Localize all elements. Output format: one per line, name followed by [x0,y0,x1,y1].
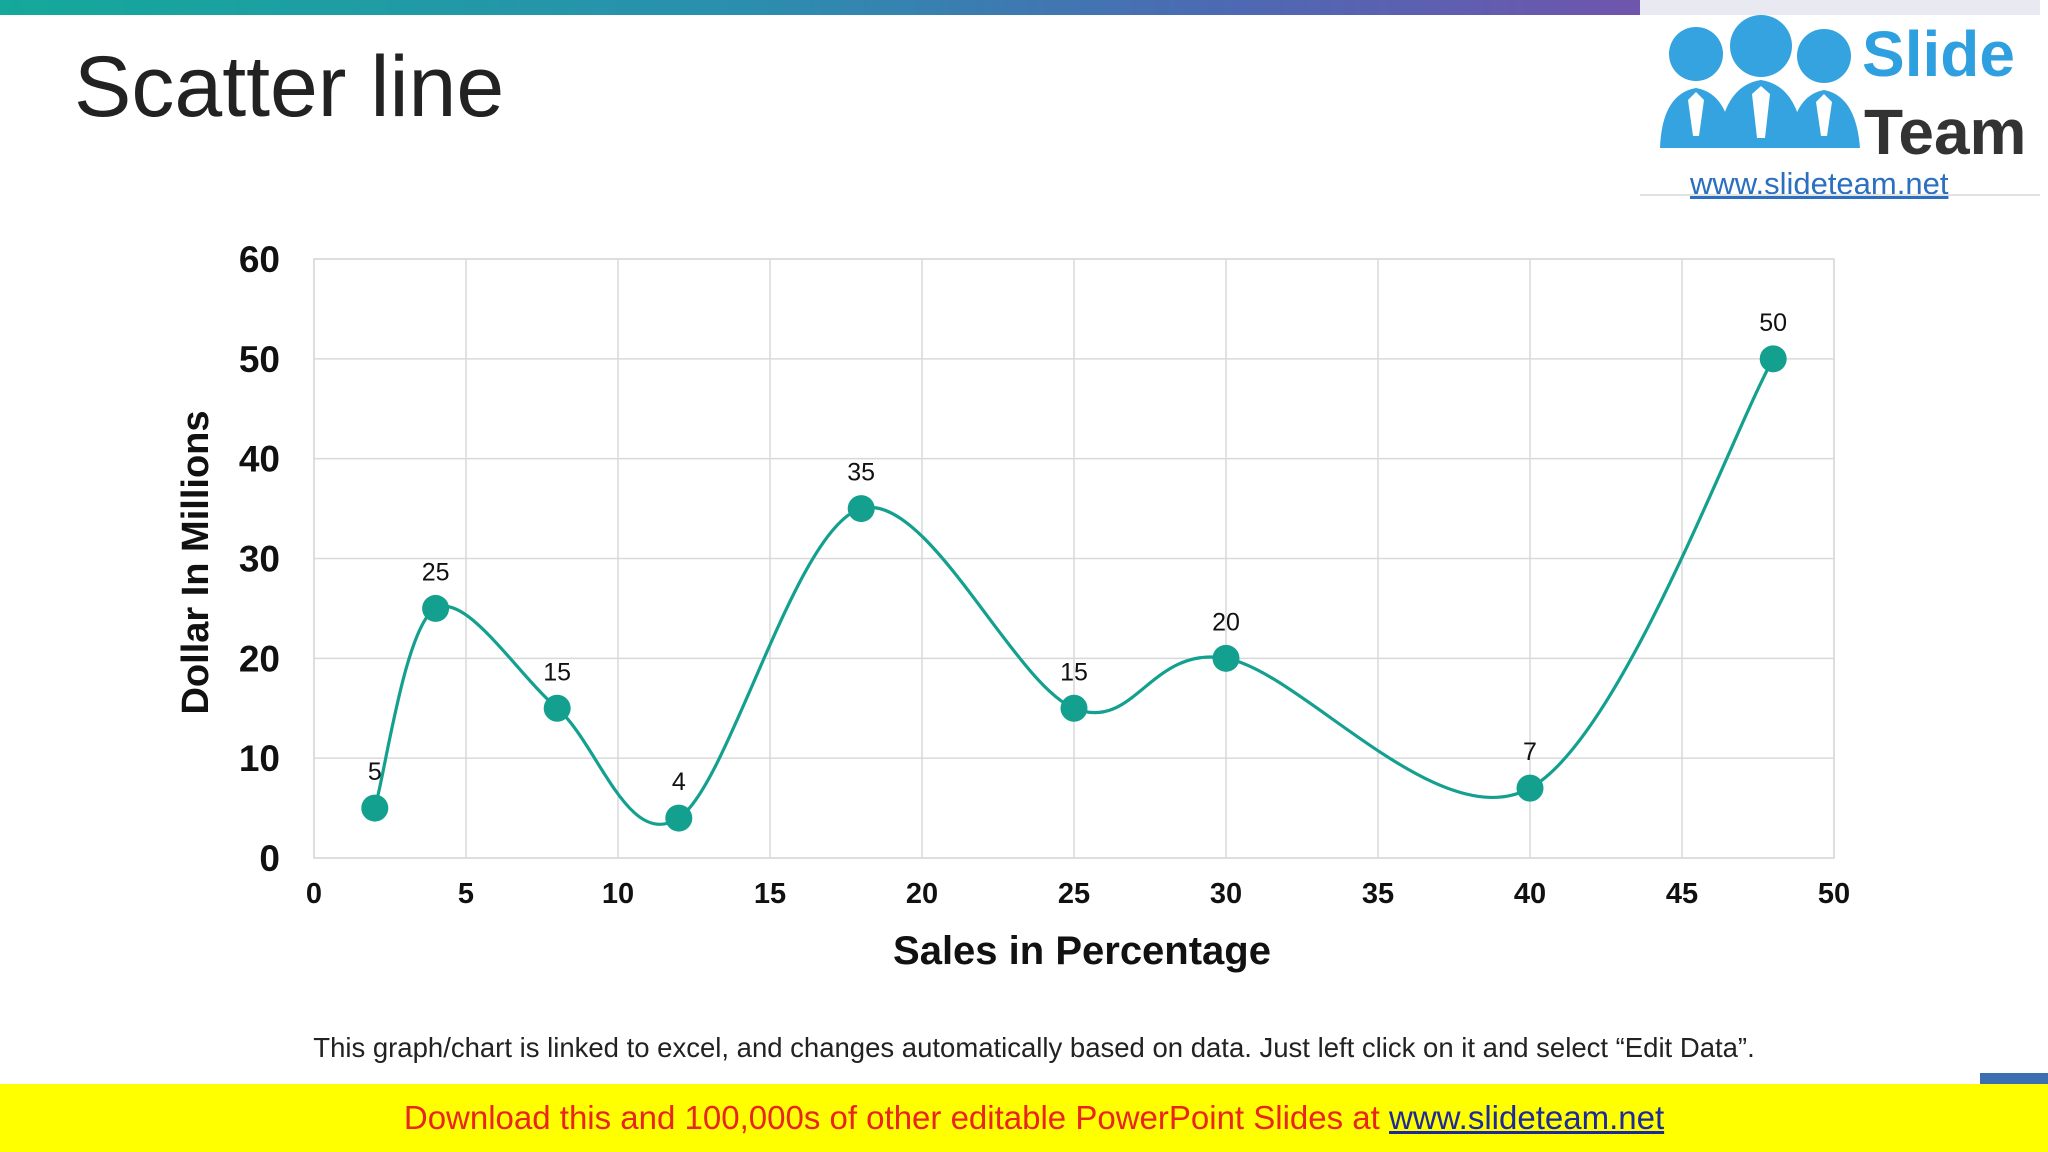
data-point [1516,774,1544,802]
banner-link[interactable]: www.slideteam.net [1389,1099,1665,1136]
x-axis-title: Sales in Percentage [893,929,1271,973]
logo-top-strip [1640,0,2040,15]
data-point [665,804,693,832]
data-label: 5 [368,758,382,786]
logo-word-slide: Slide [1862,18,2015,90]
data-label: 50 [1759,309,1787,337]
y-tick-label: 30 [239,539,280,580]
data-label: 7 [1523,738,1537,766]
data-label: 20 [1212,608,1240,636]
slide-title: Scatter line [74,39,505,135]
logo-divider [1640,194,2040,196]
data-label: 4 [672,768,686,796]
x-tick-label: 0 [306,878,322,910]
banner-text-line: Download this and 100,000s of other edit… [0,1099,2048,1137]
x-tick-label: 5 [458,878,474,910]
top-accent-bar [0,0,1640,15]
x-tick-label: 45 [1666,878,1698,910]
data-point [847,495,875,523]
x-tick-label: 15 [754,878,786,910]
data-point [1060,694,1088,722]
y-tick-label: 10 [239,738,280,779]
download-banner: Download this and 100,000s of other edit… [0,1084,2048,1152]
x-tick-label: 25 [1058,878,1090,910]
y-tick-label: 20 [239,638,280,679]
x-tick-label: 30 [1210,878,1242,910]
data-point [543,694,571,722]
data-point [361,794,389,822]
data-label: 15 [1060,658,1088,686]
y-tick-label: 60 [239,239,280,280]
x-tick-label: 35 [1362,878,1394,910]
y-tick-label: 40 [239,439,280,480]
x-tick-label: 50 [1818,878,1850,910]
data-label: 35 [847,459,875,487]
chart-note: This graph/chart is linked to excel, and… [313,1032,1755,1063]
logo-word-team: Team [1864,96,2027,168]
data-point [1212,644,1240,672]
corner-accent [1980,1073,2048,1084]
slideteam-logo[interactable]: Slide Team www.slideteam.net [1640,0,2040,201]
x-tick-label: 10 [602,878,634,910]
data-label: 15 [543,658,571,686]
banner-text: Download this and 100,000s of other edit… [403,1099,1389,1136]
y-tick-label: 0 [259,838,280,879]
data-point [422,594,450,622]
x-tick-label: 20 [906,878,938,910]
three-people-icon [1660,15,1860,148]
y-axis-title: Dollar In Millions [175,410,217,714]
data-point [1759,345,1787,373]
x-tick-label: 40 [1514,878,1546,910]
y-tick-label: 50 [239,339,280,380]
data-label: 25 [422,558,450,586]
